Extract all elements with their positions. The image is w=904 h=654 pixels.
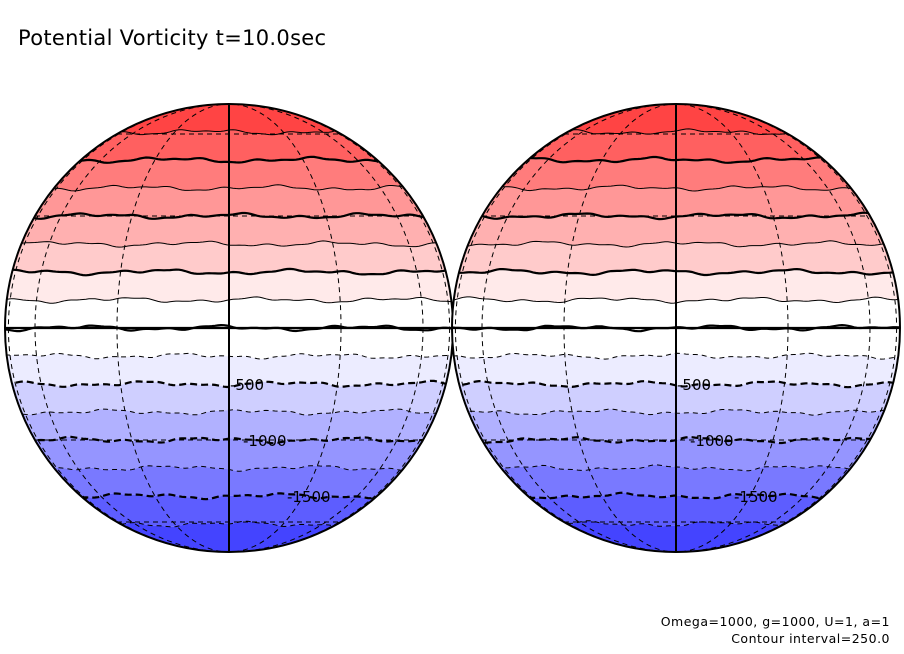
globe-hemisphere-left: -500 -1000 -1500 bbox=[4, 103, 454, 553]
chart-title: Potential Vorticity t=10.0sec bbox=[18, 26, 327, 50]
contour-label: -1000 bbox=[690, 432, 734, 450]
globe-hemisphere-right: -500 -1000 -1500 bbox=[451, 103, 901, 553]
parameters-text: Omega=1000, g=1000, U=1, a=1 bbox=[660, 614, 890, 629]
contour-label: -500 bbox=[230, 376, 264, 394]
footer-annotations: Omega=1000, g=1000, U=1, a=1 Contour int… bbox=[661, 613, 890, 647]
contour-label: -1500 bbox=[734, 488, 778, 506]
contour-label: -1500 bbox=[287, 488, 331, 506]
globe-outline bbox=[451, 103, 901, 553]
contour-interval-text: Contour interval=250.0 bbox=[731, 631, 890, 646]
contour-label: -500 bbox=[677, 376, 711, 394]
contour-label: -1000 bbox=[243, 432, 287, 450]
